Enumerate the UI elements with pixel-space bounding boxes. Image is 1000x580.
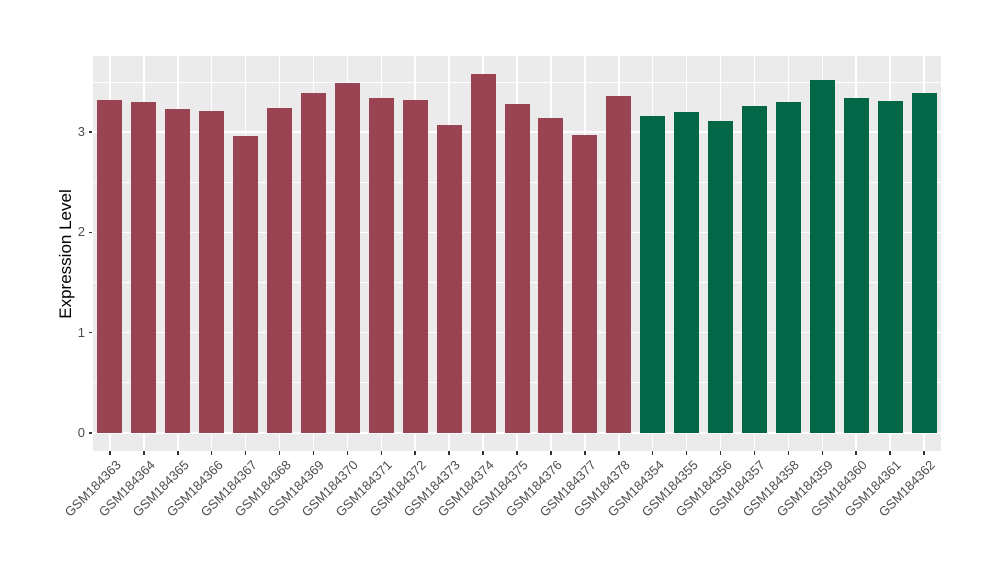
y-axis-tick-label: 2 [77, 224, 85, 240]
x-tick-mark [346, 451, 349, 455]
x-tick-mark [143, 451, 145, 455]
bar-GSM184378 [606, 96, 632, 433]
bar-GSM184375 [504, 104, 530, 433]
x-tick-mark [923, 451, 925, 455]
x-tick-mark [787, 451, 790, 455]
x-tick-mark [210, 451, 213, 455]
bar-GSM184367 [233, 136, 259, 433]
y-tick-mark [89, 231, 92, 234]
y-axis-tick-label: 0 [77, 424, 85, 440]
y-axis-title: Expression Level [56, 188, 75, 319]
bar-GSM184359 [809, 80, 835, 433]
x-tick-mark [177, 451, 179, 455]
y-axis-tick-label: 1 [77, 324, 85, 340]
bar-GSM184362 [911, 93, 937, 433]
bar-GSM184360 [843, 98, 869, 433]
bar-GSM184361 [877, 101, 903, 433]
x-tick-mark [719, 451, 722, 455]
y-axis-tick-label: 3 [77, 124, 85, 140]
x-tick-mark [448, 451, 450, 455]
x-tick-mark [380, 451, 383, 455]
x-tick-mark [312, 451, 315, 455]
bar-GSM184365 [165, 109, 191, 433]
bar-GSM184373 [436, 125, 462, 433]
bar-GSM184358 [775, 102, 801, 433]
bar-GSM184355 [674, 112, 700, 433]
x-tick-mark [889, 451, 891, 455]
x-tick-mark [482, 451, 484, 455]
x-tick-mark [278, 451, 281, 455]
x-tick-mark [414, 451, 416, 455]
bar-GSM184369 [300, 93, 326, 433]
bar-GSM184354 [640, 116, 666, 433]
bar-GSM184356 [708, 121, 734, 433]
x-tick-mark [618, 451, 620, 455]
bar-GSM184374 [470, 74, 496, 433]
bar-GSM184366 [199, 111, 225, 433]
bar-GSM184371 [368, 98, 394, 433]
bar-GSM184363 [97, 100, 123, 433]
y-tick-mark [89, 331, 92, 334]
bar-GSM184364 [131, 102, 157, 433]
bar-GSM184357 [741, 106, 767, 433]
bar-GSM184376 [538, 118, 564, 433]
bar-GSM184377 [572, 135, 598, 433]
bar-GSM184370 [334, 83, 360, 433]
x-tick-mark [685, 451, 688, 455]
bar-GSM184368 [267, 108, 293, 433]
x-tick-mark [821, 451, 824, 455]
y-tick-mark [89, 131, 92, 133]
x-tick-mark [753, 451, 756, 455]
bar-GSM184372 [402, 100, 428, 433]
x-tick-mark [855, 451, 857, 455]
x-tick-mark [516, 451, 518, 455]
x-tick-mark [584, 451, 586, 455]
x-tick-mark [651, 451, 654, 455]
x-tick-mark [109, 451, 111, 455]
x-tick-mark [550, 451, 552, 455]
y-tick-mark [89, 432, 92, 434]
x-tick-mark [244, 451, 247, 455]
